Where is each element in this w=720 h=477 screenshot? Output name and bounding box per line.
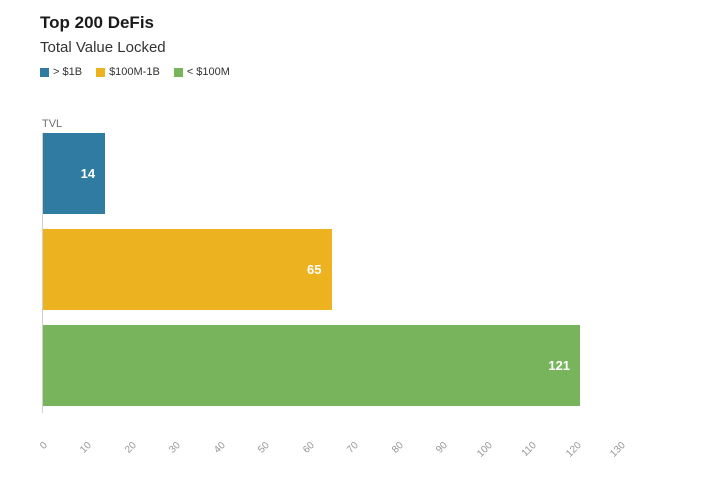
- x-axis-tick-label: 130: [608, 440, 628, 460]
- x-axis-tick-label: 70: [345, 440, 361, 456]
- bar-value-label: 65: [307, 262, 322, 277]
- x-axis-tick-label: 60: [300, 440, 317, 456]
- legend-item-lt-100m: < $100M: [173, 66, 230, 78]
- legend: > $1B $100M-1B < $100M: [40, 66, 230, 78]
- legend-label: $100M-1B: [109, 66, 160, 78]
- bar-row: 14: [43, 133, 620, 214]
- x-axis-tick-label: 30: [167, 440, 184, 456]
- legend-label: > $1B: [53, 66, 83, 78]
- legend-label: < $100M: [186, 66, 230, 78]
- bar: 65: [43, 229, 332, 310]
- legend-swatch-icon: [173, 67, 183, 77]
- x-axis-tick-label: 80: [389, 440, 406, 456]
- x-axis-tick-label: 40: [211, 440, 228, 456]
- chart-title: Top 200 DeFis: [40, 13, 154, 32]
- bar-value-label: 121: [548, 358, 571, 373]
- plot-area: 14 65 121: [42, 133, 620, 413]
- legend-swatch-icon: [40, 67, 49, 77]
- legend-item-100m-1b: $100M-1B: [96, 66, 160, 78]
- x-axis-tick-label: 110: [519, 440, 539, 460]
- x-axis-tick-label: 120: [563, 440, 584, 460]
- legend-item-gt-1b: > $1B: [40, 66, 82, 78]
- x-axis-tick-label: 10: [78, 440, 95, 456]
- y-axis-title: TVL: [42, 118, 63, 130]
- bar: 14: [43, 133, 106, 214]
- legend-swatch-icon: [96, 67, 106, 77]
- chart-header: Top 200 DeFis Total Value Locked: [40, 12, 166, 58]
- bar-value-label: 14: [80, 166, 96, 181]
- chart-subtitle: Total Value Locked: [40, 38, 166, 56]
- bar-row: 65: [43, 229, 620, 310]
- x-axis-tick-label: 100: [474, 440, 495, 460]
- bar-row: 121: [43, 325, 620, 406]
- x-axis-tick-label: 90: [434, 440, 450, 456]
- x-axis-tick-label: 50: [256, 440, 273, 456]
- bar: 121: [43, 325, 581, 406]
- x-axis-tick-label: 0: [38, 440, 50, 452]
- x-axis: 0 10 20 30 40 50 60 70 80 90 100 110 120 130: [38, 436, 628, 472]
- x-axis-tick-label: 20: [123, 440, 139, 456]
